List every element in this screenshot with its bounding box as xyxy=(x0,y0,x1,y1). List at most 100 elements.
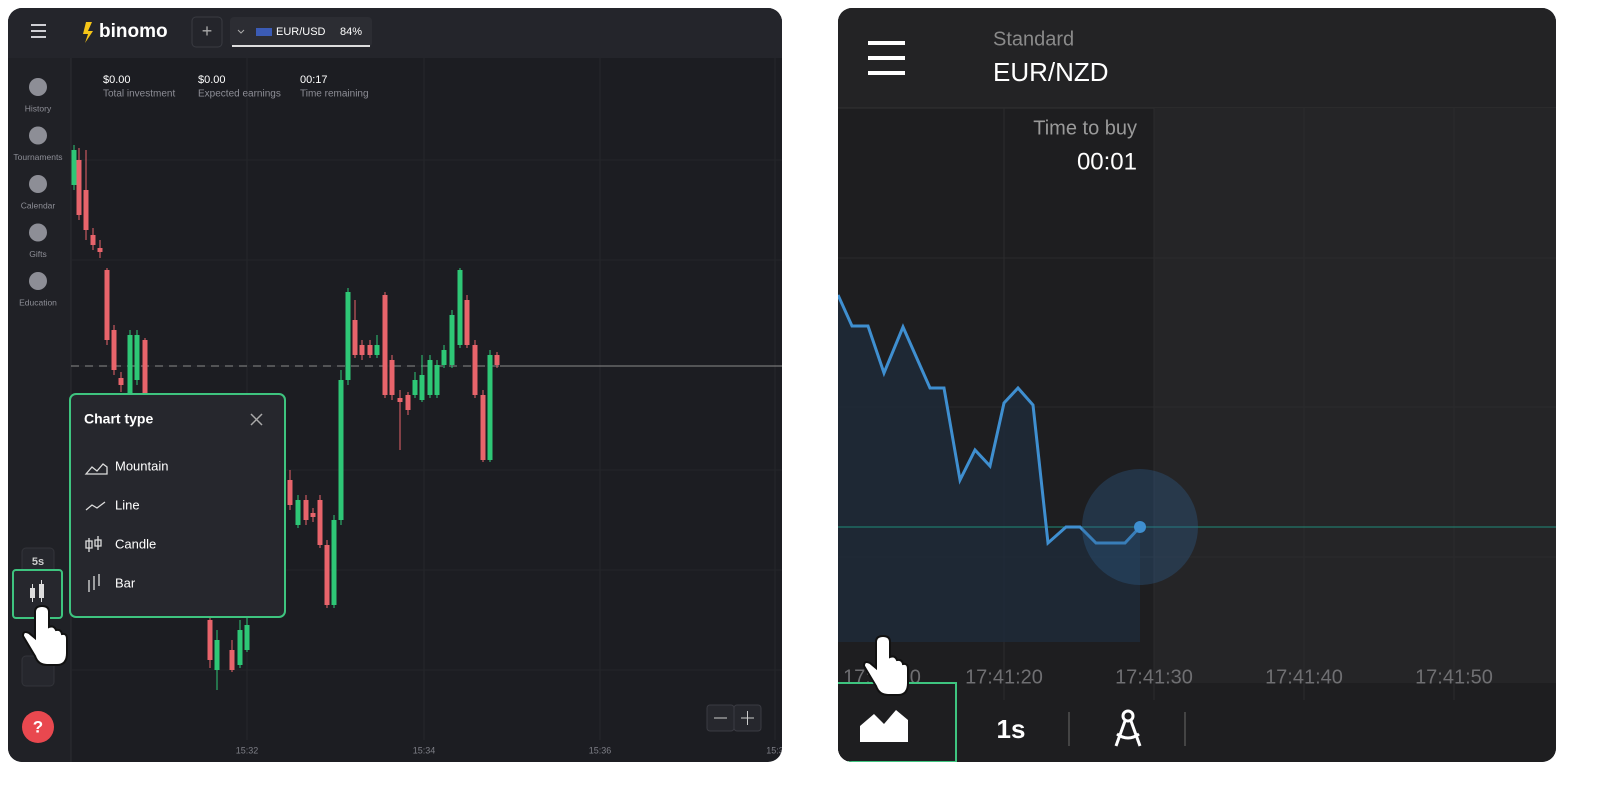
candle-body xyxy=(76,160,82,215)
candle-body xyxy=(367,345,373,355)
candle-body xyxy=(97,248,103,252)
left-panel: binomo + EUR/USD 84% $0.00 Total investme… xyxy=(8,8,784,762)
menu-icon[interactable] xyxy=(868,41,905,75)
chart-type-option[interactable]: Bar xyxy=(115,575,136,590)
candle-body xyxy=(382,295,388,395)
candle-body xyxy=(374,345,380,355)
candle-body xyxy=(237,630,243,665)
candle-body xyxy=(244,625,250,650)
stat-value: $0.00 xyxy=(103,74,131,86)
sidebar-icon[interactable] xyxy=(29,126,47,145)
stat-label: Expected earnings xyxy=(198,89,281,100)
option-icon xyxy=(85,501,106,511)
candle-body xyxy=(397,398,403,402)
price-line-chart xyxy=(838,294,1142,547)
panel-bg xyxy=(8,8,782,762)
candle-body xyxy=(214,640,220,670)
chart-type-option[interactable]: Candle xyxy=(115,536,156,551)
sidebar-label[interactable]: Tournaments xyxy=(13,152,62,162)
candle-body xyxy=(229,650,235,670)
help: ? xyxy=(33,717,43,736)
time-label: 15:36 xyxy=(589,745,612,755)
candle-body xyxy=(118,378,124,385)
candle-body xyxy=(449,315,455,365)
time-label: 15:32 xyxy=(236,745,259,755)
option-icon xyxy=(84,463,108,475)
current-point xyxy=(1134,521,1146,533)
time-label: 17:41:20 xyxy=(965,666,1043,688)
add-asset[interactable] xyxy=(191,16,223,48)
time-label: 17:41:50 xyxy=(1415,666,1493,688)
sidebar-icon[interactable] xyxy=(29,223,47,242)
candle-body xyxy=(487,355,493,460)
candle-body xyxy=(207,620,213,660)
time-to-buy-label: Time to buy xyxy=(1033,117,1137,139)
option-icon xyxy=(85,536,102,552)
mountain-icon xyxy=(860,710,908,742)
asset-payout: 84% xyxy=(340,26,362,38)
stat-label: Time remaining xyxy=(300,89,369,100)
candle-body xyxy=(464,300,470,345)
candle-body xyxy=(317,500,323,545)
candle-body xyxy=(389,360,395,395)
candle-body xyxy=(324,545,330,605)
sidebar-label[interactable]: Gifts xyxy=(29,249,46,259)
candle-body xyxy=(434,365,440,395)
candle-body xyxy=(338,380,344,520)
help-button[interactable] xyxy=(22,711,54,743)
candle-body xyxy=(480,395,486,460)
time-label: 17:41:40 xyxy=(1265,666,1343,688)
candle-body xyxy=(104,270,110,340)
candle-body xyxy=(111,330,117,370)
candle-body xyxy=(310,513,316,517)
candle-body xyxy=(472,345,478,395)
candle-body xyxy=(331,520,337,605)
timeframe: 5s xyxy=(32,556,44,568)
candle-body xyxy=(295,500,301,525)
candle-body xyxy=(427,360,433,395)
candle-body xyxy=(90,235,96,245)
candle-body xyxy=(127,335,133,395)
chart-type-option[interactable]: Mountain xyxy=(115,458,168,473)
drawing-tools[interactable] xyxy=(1114,709,1142,747)
mountain-area xyxy=(838,295,1140,642)
time-label: 17:41:30 xyxy=(1115,666,1193,688)
time-label: 15:3 xyxy=(766,745,784,755)
sidebar-icon[interactable] xyxy=(29,175,47,193)
stat-label: Total investment xyxy=(103,89,175,100)
candle-body xyxy=(412,380,418,395)
pointer-hand xyxy=(862,634,909,696)
menu-icon[interactable] xyxy=(31,24,46,38)
stat-value: 00:17 xyxy=(300,74,328,86)
logo: binomo xyxy=(99,21,168,42)
asset-tab[interactable] xyxy=(230,17,372,47)
candle-body xyxy=(494,355,500,365)
sidebar-label[interactable]: Education xyxy=(19,297,57,307)
candle-body xyxy=(441,350,447,365)
candle-body xyxy=(419,375,425,400)
flag xyxy=(256,28,272,36)
asset-pair: EUR/USD xyxy=(276,26,326,38)
chart-type-option[interactable]: Line xyxy=(115,497,140,512)
close-button[interactable] xyxy=(250,413,263,426)
menu-title: Chart type xyxy=(84,411,153,427)
mode: Standard xyxy=(993,28,1074,50)
pointer-hand xyxy=(21,604,68,666)
sidebar-icon[interactable] xyxy=(29,272,47,290)
sidebar-icon[interactable] xyxy=(29,78,47,96)
sidebar-label[interactable]: Calendar xyxy=(21,200,56,210)
option-icon xyxy=(88,574,100,592)
sidebar-label[interactable]: History xyxy=(25,103,52,113)
candle-body xyxy=(405,395,411,410)
candle-body xyxy=(287,480,293,505)
candle-body xyxy=(71,150,77,185)
candle-body xyxy=(142,340,148,400)
candle-body xyxy=(359,345,365,355)
candle-body xyxy=(134,335,140,380)
asset-pair: EUR/NZD xyxy=(993,57,1109,87)
top-bar xyxy=(8,8,782,58)
timeframe: 1s xyxy=(997,714,1026,744)
logo-icon xyxy=(83,22,93,43)
